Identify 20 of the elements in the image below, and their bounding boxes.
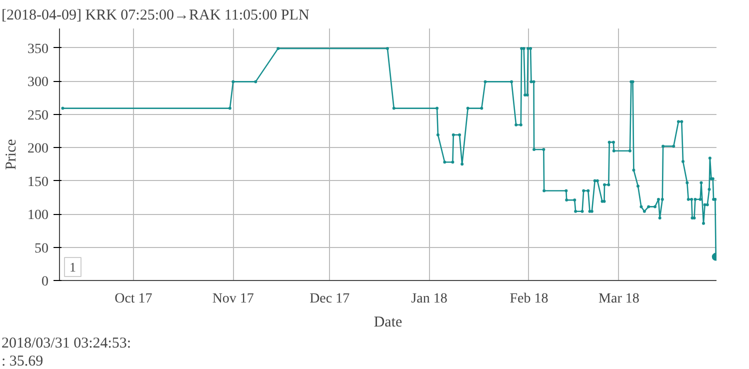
y-tick-label: 100: [28, 208, 48, 224]
x-tick-label: Mar 18: [598, 292, 640, 306]
text: : 35.69: [2, 354, 44, 369]
y-tick-label: 250: [28, 108, 48, 124]
x-tick-label: Feb 18: [510, 292, 548, 306]
x-tick-label: Oct 17: [114, 292, 152, 306]
x-tick-label: Dec 17: [310, 292, 350, 306]
chart-title: [2018-04-09] KRK 07:25:00→RAK 11:05:00 PLN: [2, 8, 310, 24]
y-axis-title: Price: [4, 138, 20, 170]
y-tick-label: 300: [28, 75, 48, 90]
y-tick-label: 200: [28, 142, 48, 157]
x-axis-title: Date: [374, 314, 402, 330]
y-tick-label: 350: [28, 42, 48, 57]
y-tick-label: 50: [34, 241, 48, 256]
x-tick-label: Nov 17: [212, 292, 254, 306]
text: 2018/03/31 03:24:53:: [2, 336, 132, 352]
x-tick-label: Jan 18: [411, 292, 448, 306]
y-tick-label: 0: [42, 274, 48, 290]
annotation: 1: [70, 260, 76, 274]
y-tick-label: 150: [28, 174, 48, 190]
